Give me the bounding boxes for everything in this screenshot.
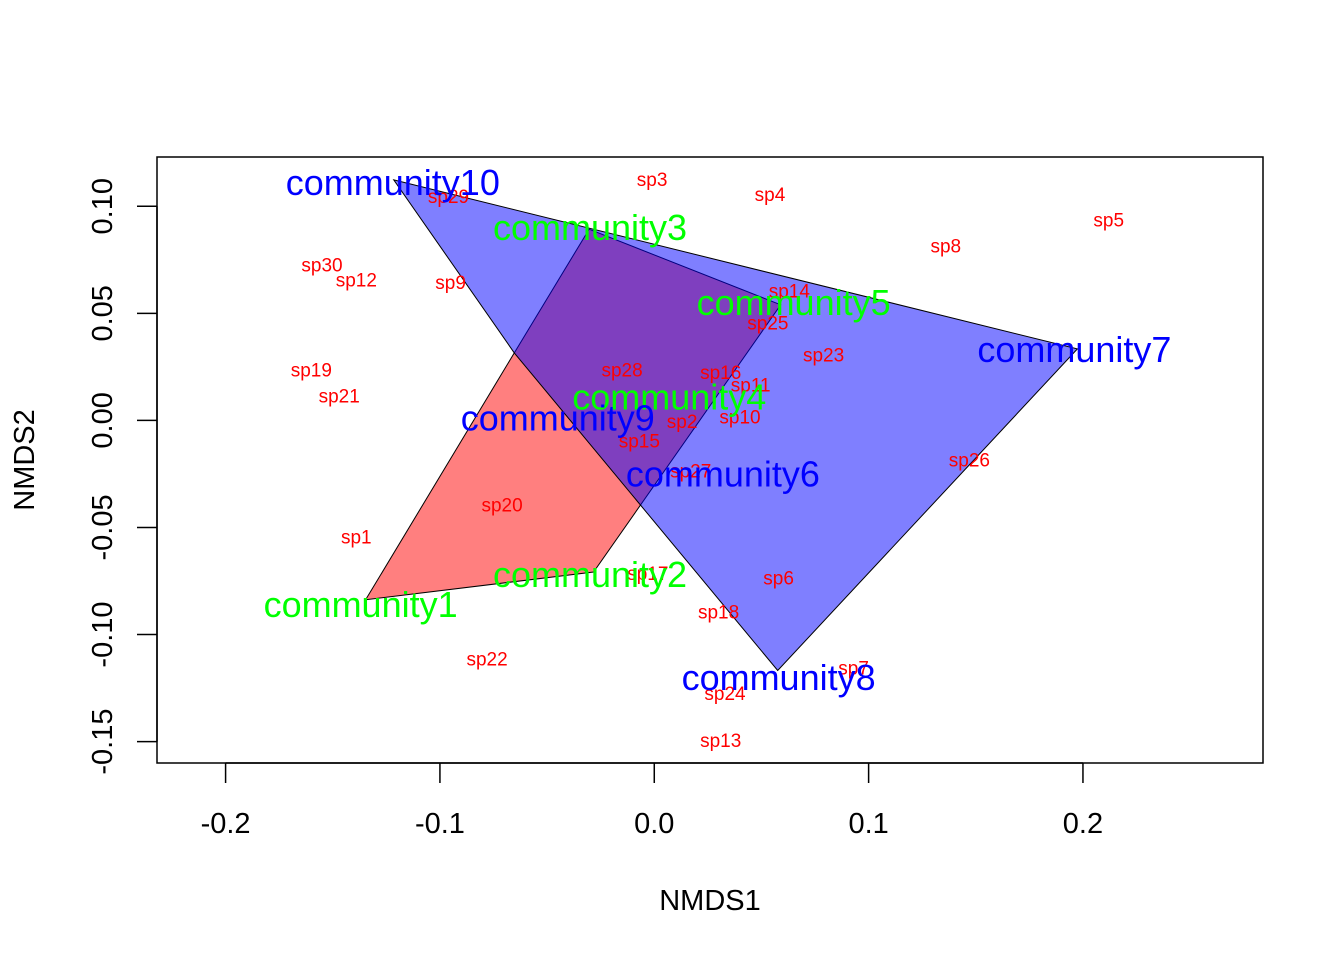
species-label: sp29 [428, 187, 469, 208]
community-label: community7 [977, 329, 1171, 370]
species-label: sp7 [838, 658, 869, 679]
species-label: sp13 [700, 731, 741, 752]
community-label: community1 [264, 584, 458, 625]
species-label: sp24 [704, 684, 746, 705]
x-tick-label: 0.2 [1063, 808, 1103, 840]
species-label: sp3 [637, 170, 668, 191]
species-label: sp30 [301, 256, 342, 277]
species-label: sp2 [667, 412, 698, 433]
x-tick-label: -0.2 [201, 808, 251, 840]
species-label: sp21 [319, 386, 360, 407]
species-label: sp17 [627, 564, 668, 585]
y-tick-label: 0.05 [87, 285, 119, 341]
species-label: sp22 [466, 650, 507, 671]
y-tick-label: 0.00 [87, 392, 119, 448]
species-label: sp20 [481, 496, 522, 517]
species-label: sp23 [803, 346, 844, 367]
y-tick-label: -0.10 [87, 601, 119, 667]
species-label: sp14 [769, 281, 811, 302]
community-label: community3 [493, 207, 687, 248]
community-label: community10 [286, 162, 500, 203]
species-label: sp15 [619, 431, 660, 452]
y-axis: -0.15 -0.10 -0.05 0.00 0.05 0.10 [87, 178, 158, 775]
species-label: sp25 [747, 314, 788, 335]
y-tick-label: -0.05 [87, 494, 119, 560]
species-labels: sp1sp2sp3sp4sp5sp6sp7sp8sp9sp10sp11sp12s… [291, 170, 1124, 752]
x-axis: -0.2 -0.1 0.0 0.1 0.2 [201, 762, 1103, 840]
x-axis-title: NMDS1 [659, 885, 761, 917]
species-label: sp12 [336, 271, 377, 292]
species-label: sp16 [700, 363, 741, 384]
community-label: community8 [682, 657, 876, 698]
species-label: sp8 [930, 236, 961, 257]
x-tick-label: -0.1 [415, 808, 465, 840]
species-label: sp18 [698, 603, 739, 624]
species-label: sp27 [670, 461, 711, 482]
species-label: sp6 [763, 568, 794, 589]
species-label: sp19 [291, 361, 332, 382]
species-label: sp28 [601, 361, 642, 382]
species-label: sp11 [731, 376, 771, 397]
species-label: sp4 [755, 185, 786, 206]
hull-group-b [392, 179, 1079, 672]
community-label: community6 [626, 453, 820, 494]
y-tick-label: 0.10 [87, 178, 119, 234]
hulls-layer [364, 179, 1079, 672]
y-axis-title: NMDS2 [9, 409, 41, 511]
community-label: community9 [461, 398, 655, 439]
x-tick-label: 0.0 [634, 808, 674, 840]
community-label: community5 [697, 282, 891, 323]
x-tick-label: 0.1 [848, 808, 888, 840]
community-labels: community1 community2 community3 community4… [264, 162, 1172, 698]
species-label: sp5 [1093, 211, 1124, 232]
community-label: community2 [493, 554, 687, 595]
species-label: sp1 [341, 528, 372, 549]
y-tick-label: -0.15 [87, 709, 119, 775]
species-label: sp26 [949, 451, 990, 472]
species-label: sp9 [435, 273, 466, 294]
community-label: community4 [572, 376, 766, 417]
species-label: sp10 [719, 408, 760, 429]
